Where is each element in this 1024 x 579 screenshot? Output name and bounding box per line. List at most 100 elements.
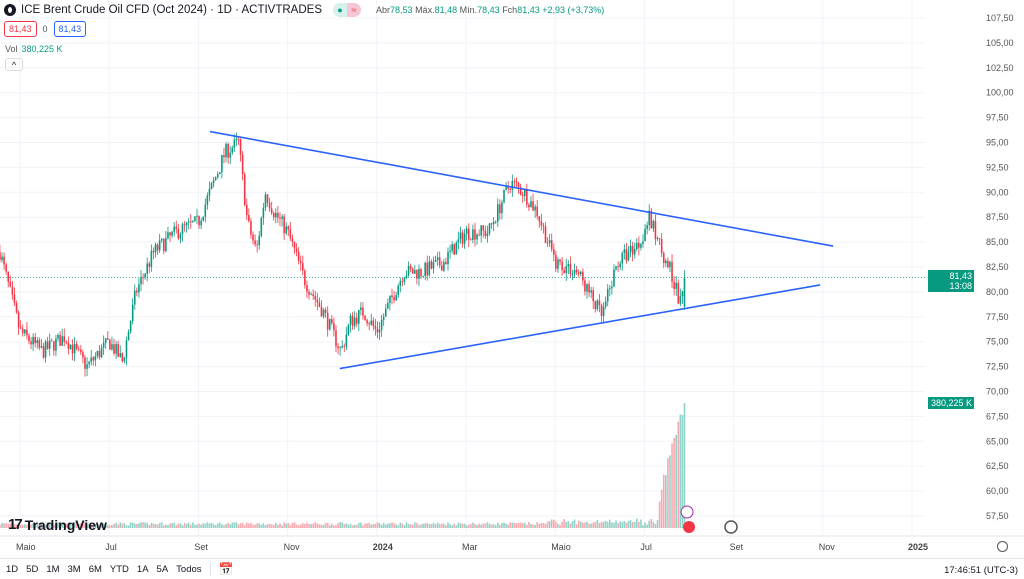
price-tick: 75,00 <box>986 337 1009 347</box>
collapse-legend-button[interactable]: ^ <box>5 58 23 71</box>
volume-bar <box>644 522 646 528</box>
volume-bar <box>333 525 335 528</box>
candle-body <box>577 272 580 275</box>
price-tick: 100,00 <box>986 88 1014 98</box>
volume-bar <box>351 525 354 528</box>
candle-body <box>517 183 520 187</box>
volume-bar <box>328 525 331 528</box>
candle-body <box>194 216 196 222</box>
volume-bar <box>202 523 205 528</box>
volume-bar <box>652 521 655 528</box>
sell-button[interactable]: 81,43 <box>4 21 37 37</box>
candle-body <box>237 138 240 140</box>
candle-body <box>231 147 234 153</box>
volume-bar <box>405 522 408 528</box>
volume-bar <box>167 524 169 528</box>
volume-bar <box>337 523 339 528</box>
candle-body <box>393 297 395 301</box>
buy-button[interactable]: 81,43 <box>53 21 87 37</box>
symbol-title[interactable]: ICE Brent Crude Oil CFD (Oct 2024) · 1D … <box>21 4 322 16</box>
volume-bar <box>559 524 561 528</box>
settings-icon[interactable] <box>997 541 1008 552</box>
market-status-pill[interactable]: ● ≈ <box>333 3 361 17</box>
volume-bar <box>627 520 630 528</box>
candle-body <box>480 225 482 236</box>
price-tick: 65,00 <box>986 436 1009 446</box>
goto-date-icon[interactable]: 📅 <box>218 562 234 576</box>
range-todos[interactable]: Todos <box>176 563 202 575</box>
price-chart[interactable]: 107,50 105,00 102,50 100,00 97,50 95,00 92,50 9… <box>0 0 1024 558</box>
candle-body <box>136 290 138 293</box>
candle-body <box>494 221 497 223</box>
range-1a[interactable]: 1A <box>136 563 149 575</box>
volume-bar <box>109 525 111 528</box>
volume-bar <box>119 522 122 528</box>
volume-bar <box>490 524 493 528</box>
volume-bar <box>144 522 146 528</box>
volume-bar <box>384 524 387 528</box>
candle-body <box>53 341 55 351</box>
volume-bar <box>272 524 275 528</box>
volume-bar <box>223 525 225 528</box>
volume-bar <box>438 523 441 528</box>
candle-body <box>248 214 250 222</box>
candle-body <box>339 347 341 349</box>
volume-bar <box>615 520 617 528</box>
volume-bar <box>250 522 252 528</box>
volume-bar <box>175 525 178 528</box>
candle-body <box>463 233 466 244</box>
candle-body <box>331 319 333 324</box>
price-tick: 57,50 <box>986 511 1009 521</box>
candle-body <box>679 296 682 304</box>
volume-bar <box>358 523 360 528</box>
candle-body <box>563 270 565 274</box>
candle-body <box>602 306 605 316</box>
volume-bar <box>416 523 418 528</box>
range-5d[interactable]: 5D <box>26 563 39 575</box>
candle-body <box>7 271 10 282</box>
candle-body <box>389 295 391 303</box>
range-1m[interactable]: 1M <box>46 563 60 575</box>
volume-bar <box>503 522 505 528</box>
volume-bar <box>312 523 314 528</box>
range-1d[interactable]: 1D <box>6 563 19 575</box>
volume-bar <box>216 523 219 528</box>
range-6m[interactable]: 6M <box>88 563 102 575</box>
candle-body <box>117 344 119 357</box>
candle-body <box>349 316 352 325</box>
candle-body <box>301 262 304 271</box>
candle-body <box>272 212 275 218</box>
volume-bar <box>111 524 113 528</box>
candle-body <box>530 201 532 208</box>
volume-bar <box>293 522 296 528</box>
volume-bar <box>609 519 611 528</box>
candle-body <box>523 189 526 196</box>
candle-body <box>362 307 364 316</box>
candle-body <box>368 323 370 325</box>
tradingview-logo[interactable]: 17 TradingView <box>8 516 107 533</box>
candle-body <box>285 226 287 234</box>
volume-bar <box>310 524 312 528</box>
volume-bar <box>229 524 231 528</box>
candle-body <box>600 305 603 316</box>
volume-bar <box>494 525 497 528</box>
time-tick: Set <box>730 542 744 552</box>
range-3m[interactable]: 3M <box>67 563 81 575</box>
range-ytd[interactable]: YTD <box>109 563 129 575</box>
volume-bar <box>588 523 590 528</box>
candle-body <box>245 204 248 215</box>
candle-body <box>613 269 615 287</box>
candle-body <box>158 240 161 251</box>
volume-bar <box>129 522 132 528</box>
volume-bar <box>625 522 628 528</box>
range-5a[interactable]: 5A <box>156 563 169 575</box>
candle-body <box>243 174 246 205</box>
candle-body <box>26 329 28 336</box>
volume-bar <box>397 525 400 528</box>
volume-bar <box>77 524 80 528</box>
volume-bar <box>13 524 16 528</box>
volume-bar <box>536 522 539 528</box>
candle-body <box>102 342 105 348</box>
volume-bar <box>281 525 283 528</box>
volume-bar <box>362 525 364 528</box>
